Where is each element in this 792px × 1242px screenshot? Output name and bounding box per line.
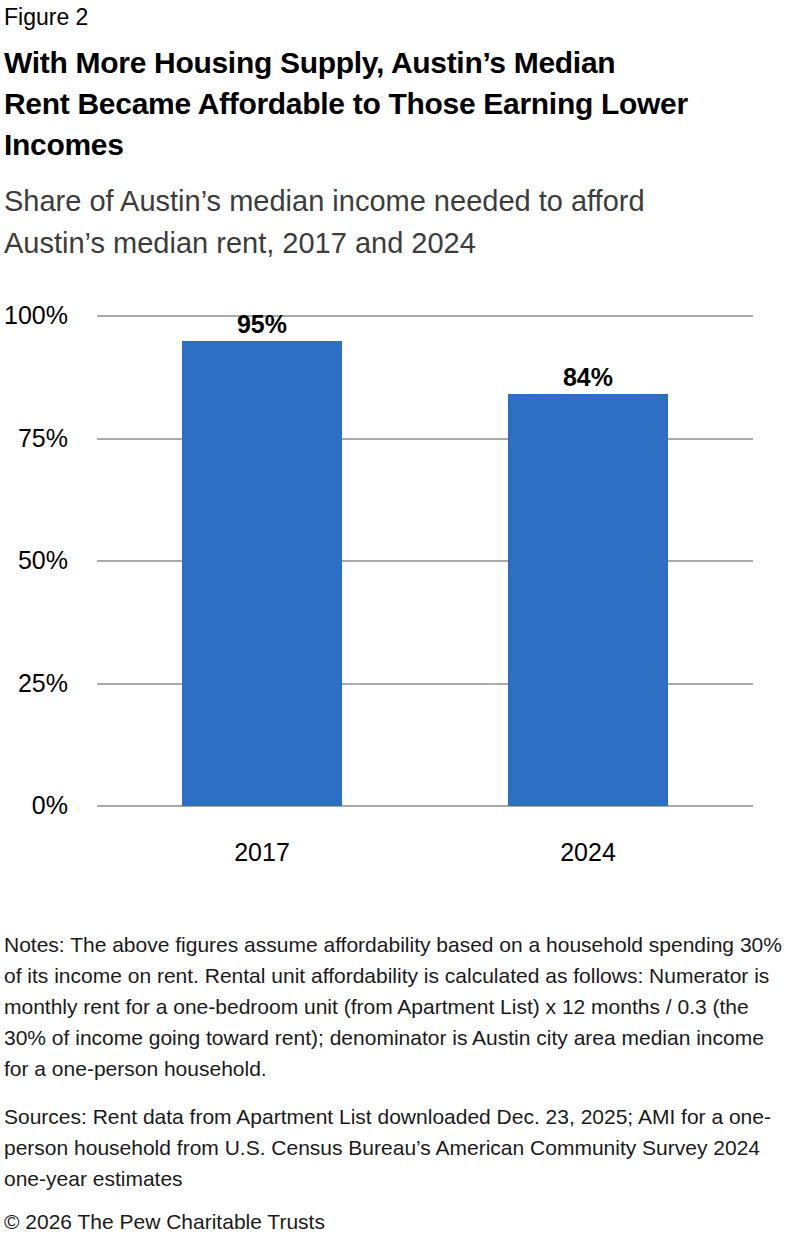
y-axis-tick-label: 100%	[0, 301, 68, 330]
copyright-text: © 2026 The Pew Charitable Trusts	[4, 1210, 790, 1234]
bar-2024	[508, 394, 668, 806]
bar-value-label: 95%	[182, 310, 342, 339]
x-axis-tick-label: 2017	[182, 838, 342, 867]
notes-text: Notes: The above figures assume affordab…	[4, 929, 790, 1084]
y-axis-tick-label: 0%	[0, 791, 68, 820]
x-axis-tick-label: 2024	[508, 838, 668, 867]
bar-value-label: 84%	[508, 363, 668, 392]
bar-2017	[182, 341, 342, 807]
y-axis-tick-label: 25%	[0, 669, 68, 698]
y-axis-tick-label: 75%	[0, 424, 68, 453]
sources-text: Sources: Rent data from Apartment List d…	[4, 1101, 790, 1194]
figure-page: Figure 2 With More Housing Supply, Austi…	[0, 0, 792, 1242]
y-axis-tick-label: 50%	[0, 546, 68, 575]
bar-chart: 100% 75% 50% 25% 0% 95% 2017 84% 2024	[0, 0, 792, 900]
